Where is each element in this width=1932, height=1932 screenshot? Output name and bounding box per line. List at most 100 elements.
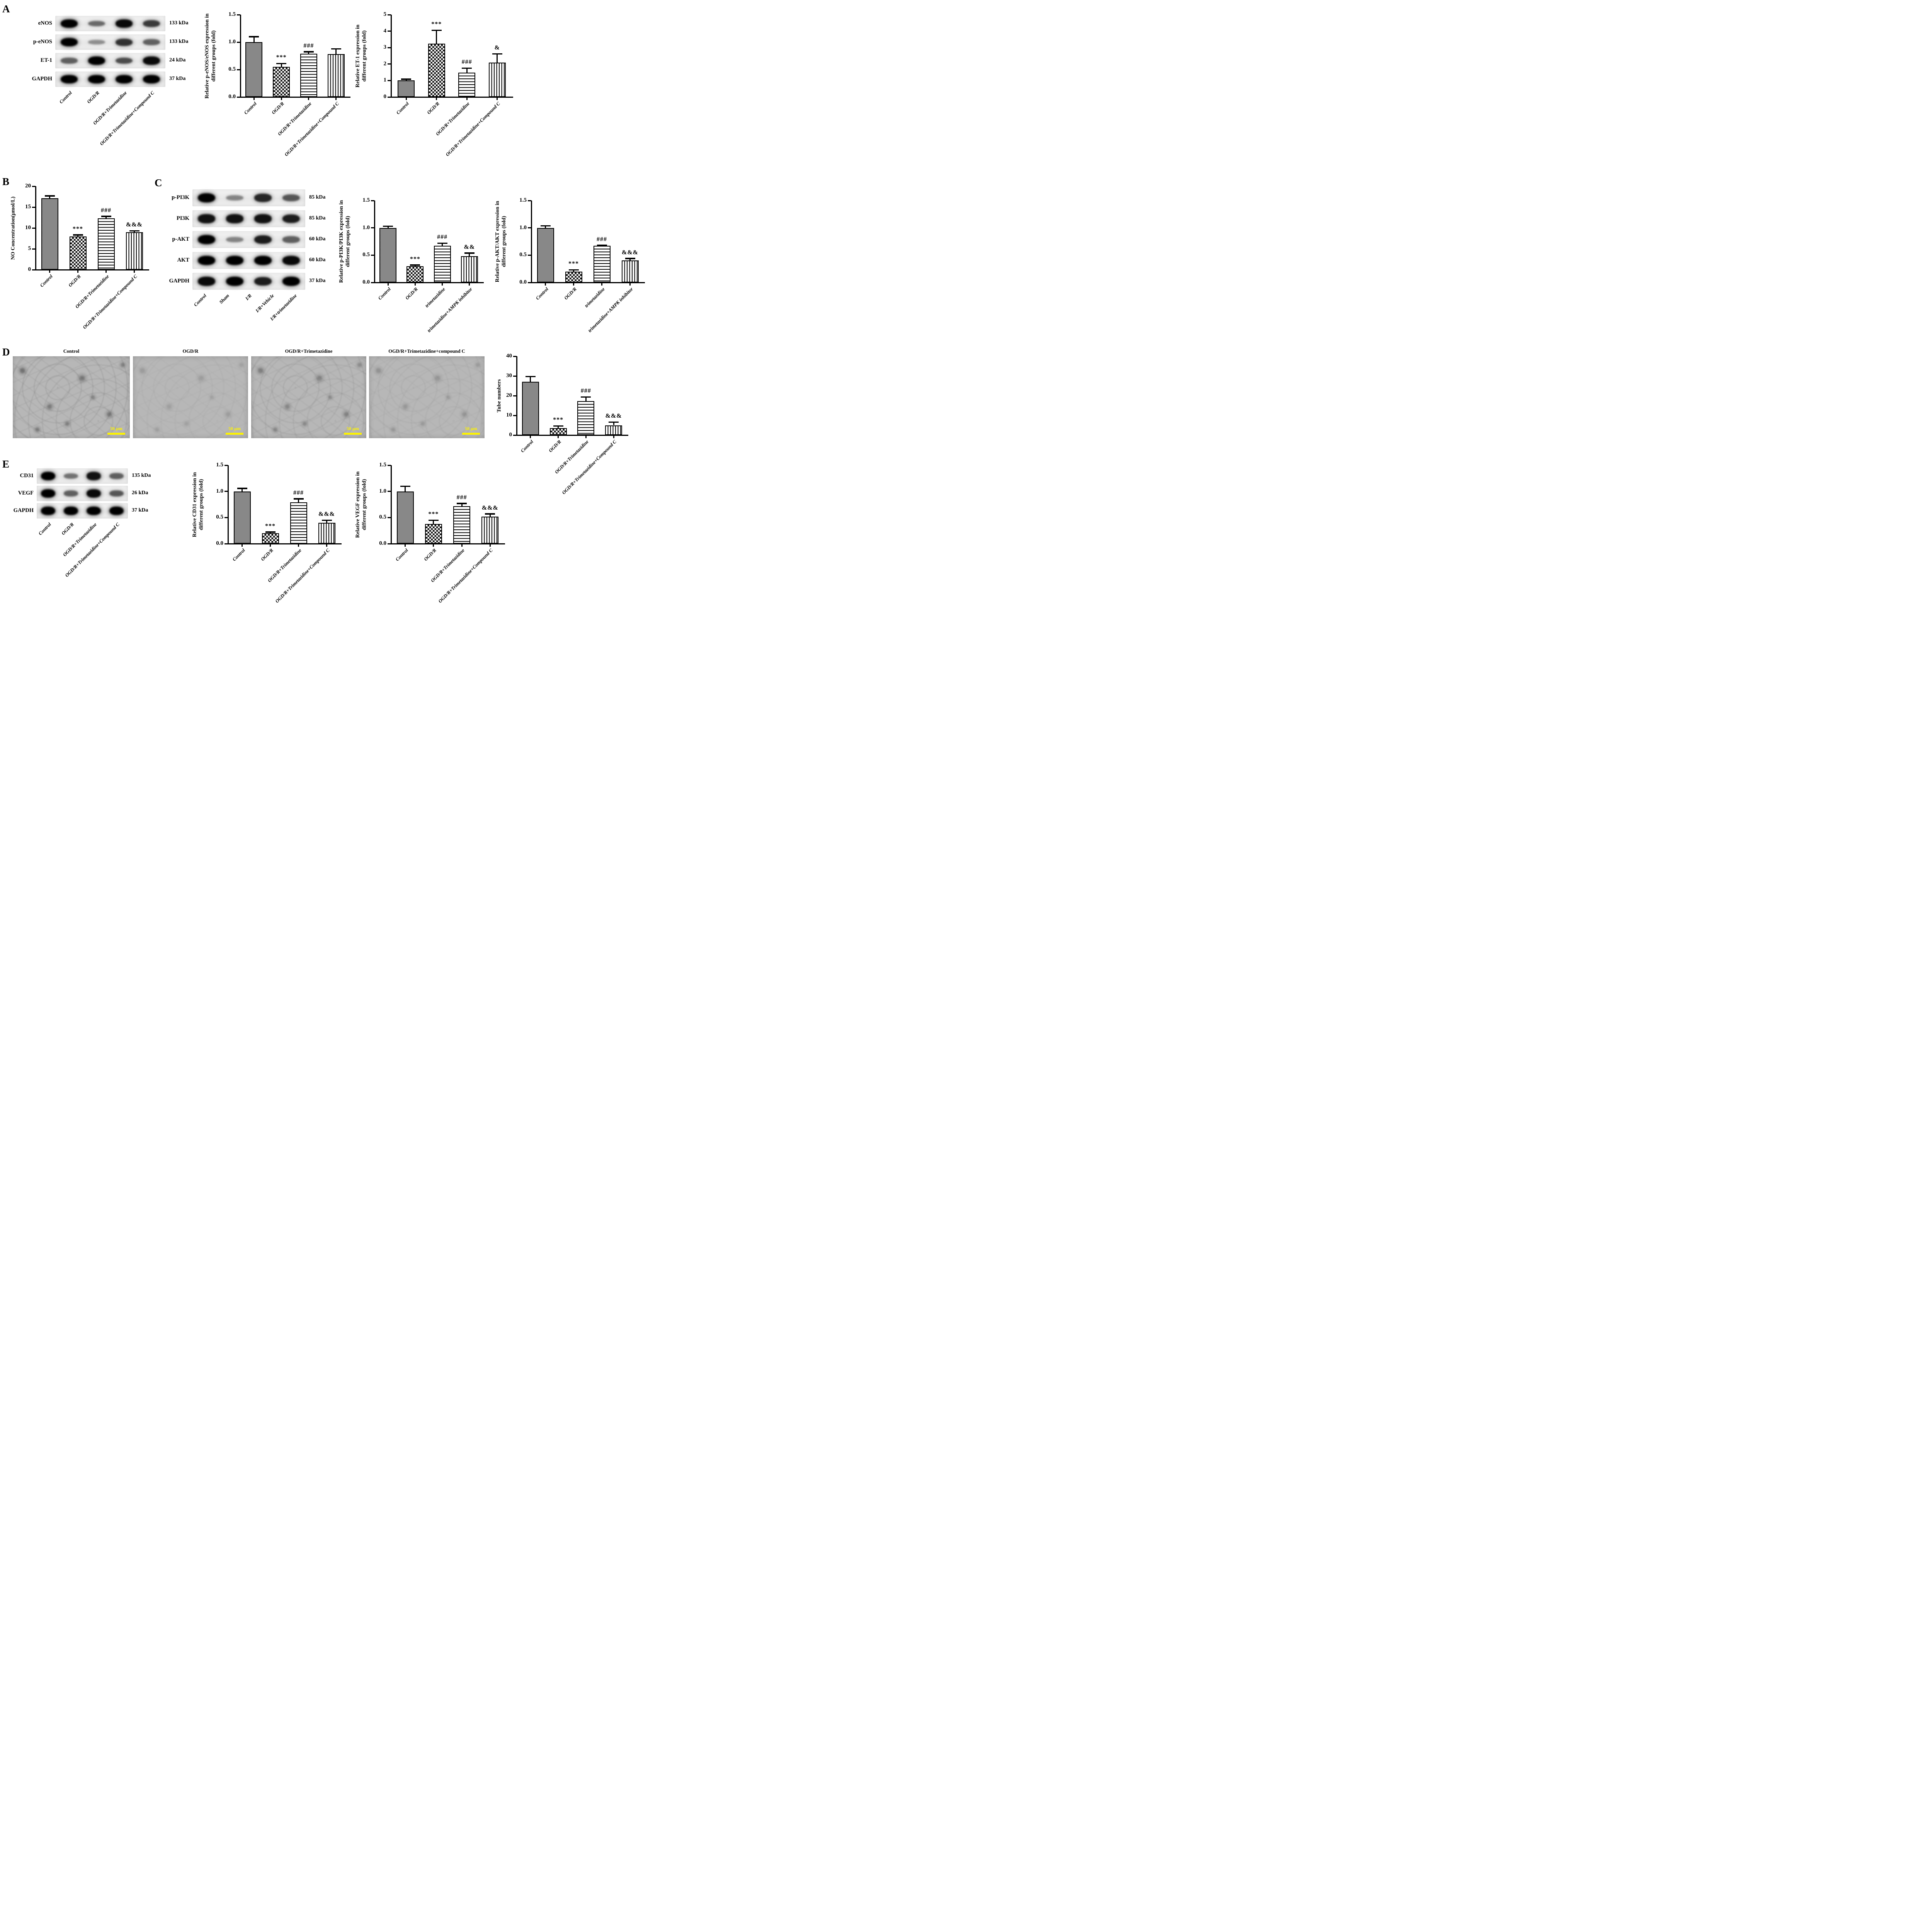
error-bar-cap [400,485,410,487]
scale-bar [344,433,362,435]
y-tick-label: 1.0 [519,224,527,231]
y-tick-label: 1.5 [362,197,370,203]
error-bar-cap [568,269,579,271]
x-tick [405,97,407,100]
significance-mark: && [464,243,475,250]
significance-mark: ### [456,494,467,501]
band-lane-3 [254,214,272,223]
y-tick [371,254,374,256]
y-axis-label-line: Relative p-AKT/AKT expression in [495,201,500,282]
y-tick [513,395,517,396]
y-tick-label: 3 [383,44,387,51]
x-axis [531,282,645,283]
category-label: OGD/R+Trimetazidine [74,274,110,310]
y-tick [371,227,374,229]
category-label: trimetazidine [423,286,446,309]
error-bar-stem [298,498,299,503]
error-bar-stem [326,520,327,523]
error-bar-cap [129,230,139,232]
y-axis-label: Relative CD31 expression in different gro… [191,442,204,567]
y-tick-label: 15 [25,204,31,210]
protein-label-p-eNOS: p-eNOS [33,39,52,45]
x-tick [414,283,416,286]
category-label: OGD/R+Trimetazidine+Compound C [444,101,501,158]
error-bar-stem [387,226,389,228]
x-axis [374,282,484,283]
significance-mark: ### [437,234,448,241]
error-bar-stem [405,486,406,492]
significance-mark: *** [73,225,83,232]
band-lane-2 [88,20,105,27]
error-bar-cap [437,242,447,244]
y-tick [388,47,391,48]
bar-Control [245,42,263,97]
y-tick [237,96,240,98]
band-lane-4 [109,506,124,515]
band-lane-1 [197,214,216,223]
y-tick-label: 40 [506,353,512,359]
category-label: OGD/R [563,286,578,301]
error-bar-cap [410,264,420,266]
bar-OGD/R+Trimetazidine [97,218,115,270]
band-lane-4 [143,56,160,65]
band-lane-2 [226,195,244,201]
error-bar-stem [281,63,282,67]
category-label: OGD/R+Trimetazidine [435,101,471,137]
protein-label-PI3K: PI3K [176,215,189,221]
error-bar-cap [492,53,502,55]
micrograph-title: Control [63,349,80,354]
error-bar-cap [597,245,607,246]
bar-Control [398,80,415,97]
molecular-weight-label: 85 kDa [309,215,326,221]
band-lane-3 [116,57,133,64]
y-axis [531,201,532,283]
x-axis [516,434,628,436]
x-tick [308,97,310,100]
band-lane-4 [109,490,124,497]
category-label: trimetazidine+AMPK inhibitor [587,286,634,333]
band-lane-4 [282,256,300,265]
x-tick [298,544,299,547]
blot-strip-eNOS [55,16,165,31]
bar-trimetazidine+AMPK inhibitor [461,256,478,282]
bar-OGD/R [549,428,567,435]
bar-trimetazidine [434,246,451,282]
category-label: OGD/R [426,101,440,116]
category-label: OGD/R+Trimetazidine [266,548,303,583]
y-axis-label: Relative p-PI3K/PI3K expression in differ… [338,177,351,306]
blot-strip-p-eNOS [55,34,165,50]
bar-Control [233,491,251,544]
bar-OGD/R+Trimetazidine [577,401,595,435]
x-tick [497,97,498,100]
band-lane-2 [226,276,244,286]
y-axis [227,465,229,544]
y-axis [516,356,517,436]
y-tick-label: 0.5 [379,514,386,520]
y-axis-label-line: different groups (fold) [345,216,351,267]
band-lane-4 [282,194,300,201]
error-bar-stem [545,226,546,228]
category-label: OGD/R+Trimetazidine+Compound C [274,548,331,604]
x-tick [469,283,470,286]
blot-strip-GAPDH [55,71,165,87]
y-tick-label: 1.0 [228,39,236,45]
blot-strip-p-PI3K [192,189,305,206]
band-lane-3 [116,19,133,28]
y-axis-label-line: Relative ET-1 expression in [355,24,361,87]
y-tick [32,269,36,270]
band-lane-2 [64,506,78,515]
micrograph-2: 50 μm [133,356,248,438]
significance-mark: *** [410,255,420,262]
protein-label-p-AKT: p-AKT [172,236,189,242]
significance-mark: *** [431,21,442,28]
y-tick [32,248,36,250]
error-bar-stem [489,514,491,517]
category-label: OGD/R+Trimetazidine+Compound C [283,101,340,158]
x-tick [253,97,255,100]
category-label: OGD/R+Trimetazidine [554,439,590,475]
band-lane-3 [87,472,101,480]
protein-label-AKT: AKT [177,257,189,263]
y-tick-label: 0 [28,266,31,272]
y-tick-label: 10 [25,224,31,231]
y-tick [388,543,391,544]
